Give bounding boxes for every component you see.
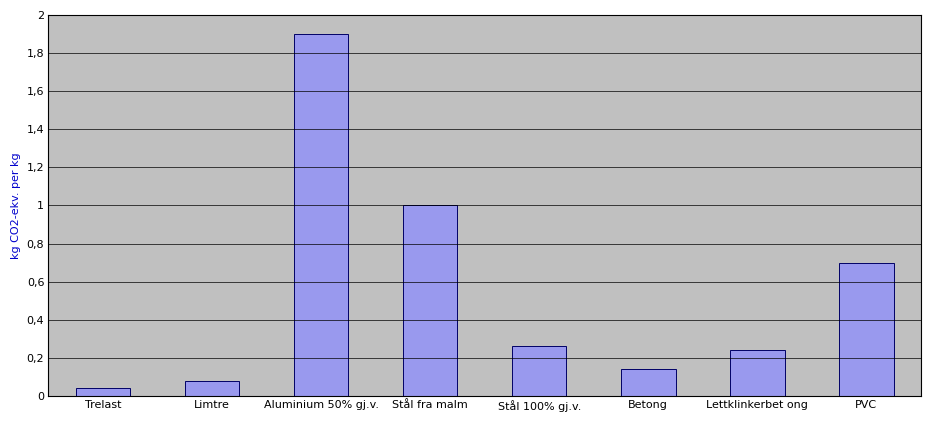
Bar <box>512 346 567 396</box>
Bar <box>621 369 676 396</box>
Y-axis label: kg CO2-ekv. per kg: kg CO2-ekv. per kg <box>11 152 21 259</box>
Bar <box>403 206 458 396</box>
Bar <box>839 263 894 396</box>
Bar <box>730 350 785 396</box>
Bar <box>185 381 240 396</box>
Bar <box>75 388 130 396</box>
Bar <box>294 34 349 396</box>
